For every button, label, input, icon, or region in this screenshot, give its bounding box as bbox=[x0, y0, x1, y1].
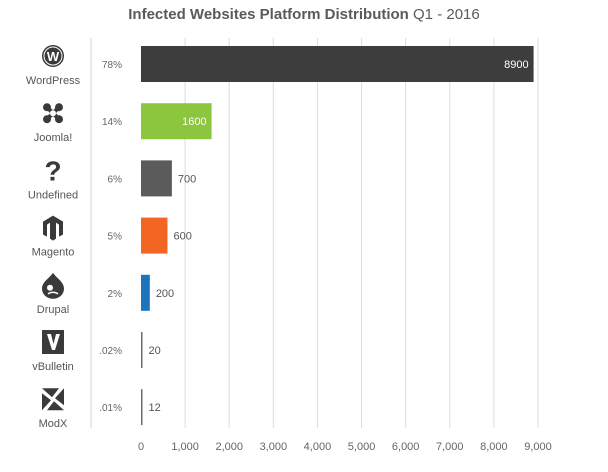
category-label: Magento bbox=[32, 247, 75, 259]
bar-row: Magento 5% 600 bbox=[32, 215, 192, 259]
category-label: Drupal bbox=[37, 304, 69, 316]
svg-text:?: ? bbox=[44, 155, 61, 186]
joomla-icon bbox=[43, 103, 63, 124]
x-tick-label: 9,000 bbox=[524, 441, 552, 453]
x-axis-ticks: 0 1,000 2,000 3,000 4,000 5,000 6,000 7,000 8,00… bbox=[138, 441, 552, 453]
bar-rows: W WordPress 78% 8900 Joomla! 14% 1600? Undefine… bbox=[26, 45, 534, 430]
value-label: 12 bbox=[149, 402, 161, 414]
modx-icon bbox=[42, 388, 64, 411]
category-label: WordPress bbox=[26, 75, 81, 87]
percent-label: 6% bbox=[108, 174, 123, 185]
magento-icon bbox=[43, 215, 63, 241]
bar-row: Drupal 2% 200 bbox=[37, 272, 174, 316]
drupal-icon bbox=[42, 272, 64, 299]
wordpress-icon: W bbox=[42, 45, 64, 67]
percent-label: .02% bbox=[99, 346, 122, 357]
bar bbox=[141, 217, 168, 254]
vbulletin-icon bbox=[42, 330, 64, 354]
bar-row: ? Undefined 6% 700 bbox=[28, 155, 196, 201]
bar-row: vBulletin .02% 20 bbox=[32, 330, 161, 373]
x-tick-label: 1,000 bbox=[171, 441, 199, 453]
value-label: 20 bbox=[149, 345, 161, 357]
percent-label: 5% bbox=[108, 232, 123, 243]
percent-label: .01% bbox=[99, 403, 122, 414]
value-label: 200 bbox=[156, 288, 174, 300]
x-tick-label: 7,000 bbox=[436, 441, 464, 453]
chart-title: Infected Websites Platform Distribution … bbox=[0, 6, 608, 23]
value-label: 700 bbox=[178, 173, 196, 185]
bar bbox=[141, 274, 150, 311]
x-tick-label: 3,000 bbox=[260, 441, 288, 453]
bar bbox=[141, 389, 143, 426]
bar bbox=[141, 160, 172, 197]
x-tick-label: 4,000 bbox=[304, 441, 332, 453]
gridlines bbox=[184, 38, 539, 428]
value-label: 600 bbox=[173, 231, 191, 243]
category-label: Undefined bbox=[28, 189, 78, 201]
svg-text:W: W bbox=[47, 49, 60, 64]
value-label: 1600 bbox=[182, 116, 206, 128]
category-label: vBulletin bbox=[32, 361, 74, 373]
bar bbox=[141, 46, 534, 82]
bar-row: ModX .01% 12 bbox=[39, 388, 161, 430]
x-tick-label: 8,000 bbox=[480, 441, 508, 453]
bar-row: W WordPress 78% 8900 bbox=[26, 45, 534, 87]
value-label: 8900 bbox=[504, 59, 528, 71]
x-tick-label: 2,000 bbox=[215, 441, 243, 453]
category-label: Joomla! bbox=[34, 132, 73, 144]
x-tick-label: 6,000 bbox=[392, 441, 420, 453]
chart-subtitle: Q1 - 2016 bbox=[413, 6, 480, 23]
question-mark-icon: ? bbox=[44, 155, 61, 186]
percent-label: 78% bbox=[102, 60, 122, 71]
bar bbox=[141, 103, 212, 140]
x-tick-label: 5,000 bbox=[348, 441, 376, 453]
bar-row: Joomla! 14% 1600 bbox=[34, 103, 212, 144]
percent-label: 14% bbox=[102, 117, 122, 128]
chart-title-main: Infected Websites Platform Distribution bbox=[128, 6, 409, 23]
category-label: ModX bbox=[39, 418, 68, 430]
percent-label: 2% bbox=[108, 289, 123, 300]
bar bbox=[141, 332, 143, 368]
x-tick-label: 0 bbox=[138, 441, 144, 453]
